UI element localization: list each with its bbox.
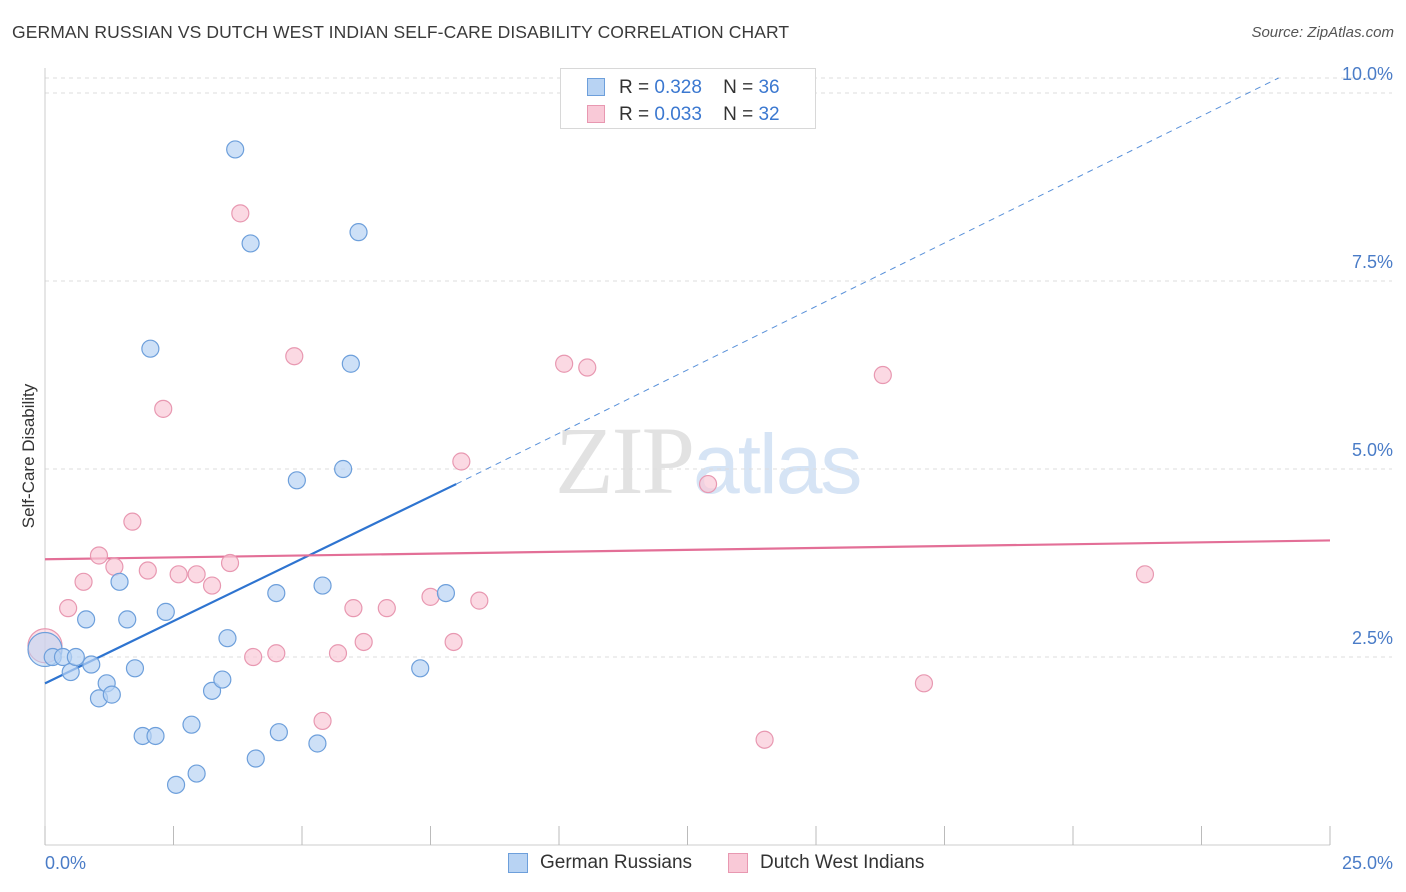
trendline-dutch-west-indians: [44, 539, 1331, 561]
point-german-russians: [202, 681, 222, 700]
point-dutch-west-indians: [231, 204, 250, 223]
axes: [44, 68, 1331, 846]
point-dutch-west-indians: [105, 557, 124, 576]
point-german-russians: [349, 223, 368, 242]
point-dutch-west-indians: [59, 599, 78, 618]
trendline-german-russians-projection: [455, 77, 1279, 485]
point-dutch-west-indians: [267, 644, 286, 663]
legend-r-value: 0.033: [654, 104, 702, 125]
point-german-russians: [267, 583, 286, 603]
point-german-russians: [226, 140, 245, 159]
legend-n-value: 32: [758, 104, 780, 125]
point-german-russians: [187, 764, 206, 783]
point-dutch-west-indians: [470, 591, 489, 610]
point-german-russians: [308, 734, 327, 753]
point-dutch-west-indians: [313, 711, 332, 731]
point-dutch-west-indians: [873, 365, 892, 385]
point-dutch-west-indians: [123, 512, 142, 531]
point-dutch-west-indians: [555, 354, 574, 373]
point-dutch-west-indians: [344, 599, 363, 618]
legend-n-value: 36: [758, 77, 780, 98]
point-dutch-west-indians: [444, 632, 463, 652]
point-german-russians: [269, 723, 288, 742]
legend-r-label: R =: [619, 104, 650, 125]
legend-n-label: N =: [723, 104, 754, 125]
point-german-russians: [436, 583, 456, 603]
point-dutch-west-indians: [138, 561, 157, 580]
trendline-german-russians: [44, 483, 457, 685]
point-dutch-west-indians: [452, 452, 471, 471]
correlation-legend: R = 0.328 N = 36 R = 0.033 N = 32: [560, 68, 816, 129]
y-tick-label: 10.0%: [1342, 64, 1393, 84]
y-tick-label: 7.5%: [1352, 252, 1393, 272]
point-dutch-west-indians: [74, 572, 93, 591]
point-dutch-west-indians: [169, 565, 188, 584]
gridlines: [45, 77, 1392, 658]
point-german-russians: [82, 655, 101, 674]
point-german-russians: [411, 659, 430, 678]
y-tick-label: 2.5%: [1352, 628, 1393, 648]
point-dutch-west-indians: [187, 565, 206, 584]
data-points: [27, 140, 1155, 794]
x-tick-label-max: 25.0%: [1342, 853, 1393, 873]
point-german-russians: [156, 602, 175, 621]
point-german-russians: [218, 629, 237, 648]
chart-title: GERMAN RUSSIAN VS DUTCH WEST INDIAN SELF…: [12, 22, 790, 42]
point-dutch-west-indians: [244, 647, 263, 667]
point-dutch-west-indians: [421, 587, 440, 606]
point-german-russians: [182, 715, 201, 734]
watermark-zip: ZIP: [555, 407, 695, 514]
bottom-legend-swatch-pink: [728, 853, 748, 873]
point-dutch-west-indians: [1135, 565, 1155, 584]
point-dutch-west-indians: [154, 399, 173, 418]
x-tick-label-min: 0.0%: [45, 853, 86, 873]
source-label: Source: ZipAtlas.com: [1251, 24, 1394, 41]
point-dutch-west-indians: [354, 632, 373, 652]
point-german-russians: [146, 726, 165, 746]
point-german-russians: [246, 749, 265, 768]
trend-lines: [44, 77, 1331, 685]
point-dutch-west-indians: [578, 358, 597, 377]
point-german-russians: [61, 662, 80, 682]
point-dutch-west-indians: [698, 474, 718, 494]
point-dutch-west-indians: [202, 576, 222, 595]
point-german-russians: [341, 354, 360, 373]
bottom-legend-swatch-blue: [508, 853, 528, 873]
point-german-russians: [110, 572, 129, 591]
point-german-russians: [66, 647, 85, 667]
bottom-legend-label: Dutch West Indians: [760, 852, 925, 873]
point-german-russians: [334, 459, 353, 479]
bottom-legend-label: German Russians: [540, 852, 693, 873]
legend-swatch-pink: [587, 105, 605, 123]
point-german-russians: [77, 610, 96, 629]
point-dutch-west-indians: [285, 347, 304, 366]
point-dutch-west-indians: [377, 599, 396, 618]
legend-swatch-blue: [587, 78, 605, 96]
point-dutch-west-indians: [755, 730, 774, 749]
point-german-russians: [166, 775, 186, 794]
point-german-russians: [102, 685, 121, 704]
point-german-russians: [118, 610, 137, 629]
point-german-russians: [287, 471, 306, 490]
point-dutch-west-indians: [89, 546, 109, 565]
point-german-russians: [313, 576, 332, 595]
watermark: ZIPatlas: [555, 405, 862, 516]
y-tick-label: 5.0%: [1352, 440, 1393, 460]
point-dutch-west-indians: [220, 553, 240, 573]
legend-r-value: 0.328: [654, 77, 702, 98]
axis-labels: 2.5% 5.0% 7.5% 10.0% 0.0% 25.0% Self-Care Disa…: [19, 64, 1393, 873]
point-german-russians: [125, 659, 145, 678]
legend-r-label: R =: [619, 77, 650, 98]
point-german-russians: [213, 670, 232, 689]
y-axis-label: Self-Care Disability: [19, 383, 38, 528]
point-german-russians: [241, 234, 260, 253]
watermark-atlas: atlas: [693, 417, 862, 511]
point-german-russians: [141, 339, 160, 358]
point-dutch-west-indians: [328, 644, 348, 663]
legend-n-label: N =: [723, 77, 754, 98]
point-dutch-west-indians: [914, 674, 934, 693]
